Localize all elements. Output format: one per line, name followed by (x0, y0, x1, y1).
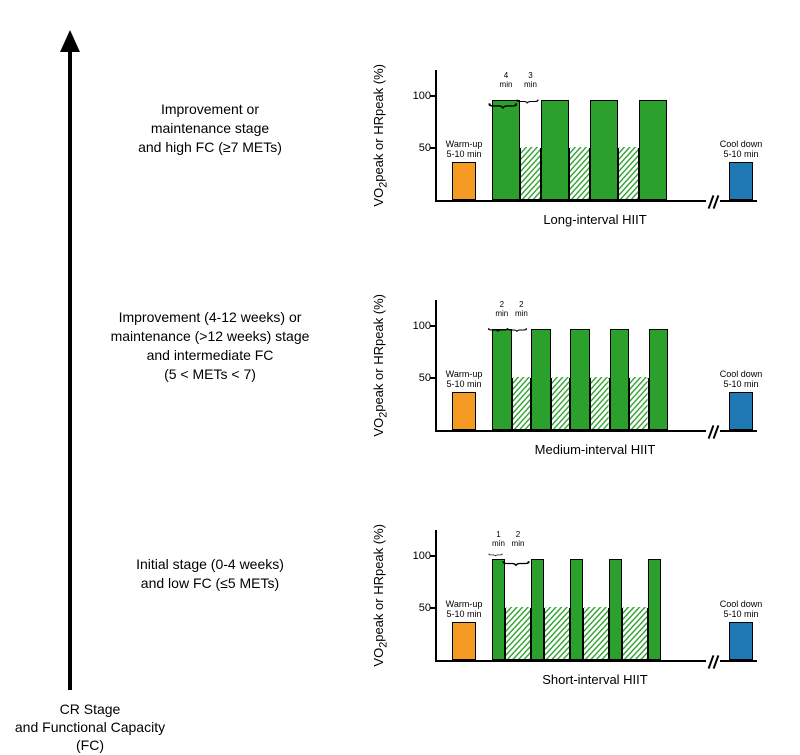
y-tick-label: 50 (403, 602, 431, 614)
arrow-caption-line2: and Functional Capacity (FC) (15, 719, 165, 753)
rest-interval-bar (569, 148, 590, 200)
x-axis-title: Medium-interval HIIT (435, 442, 755, 457)
y-axis-label: VO2peak or HRpeak (%) (370, 70, 390, 200)
work-interval-bar (541, 100, 569, 200)
y-tick-label: 100 (403, 90, 431, 102)
y-tick-label: 50 (403, 372, 431, 384)
work-interval-bar (610, 329, 630, 430)
brace-icon: } (515, 100, 542, 104)
rest-interval-bar (512, 378, 532, 430)
interval-duration-label: 1min (489, 531, 509, 548)
hiit-row: Initial stage (0-4 weeks)and low FC (≤5 … (0, 490, 800, 720)
axis-break-icon (708, 655, 720, 669)
work-interval-bar (649, 329, 669, 430)
rest-interval-bar (629, 378, 649, 430)
y-tick-label: 100 (403, 320, 431, 332)
work-interval-bar (492, 329, 512, 430)
interval-duration-label: 4min (496, 72, 516, 89)
work-interval-bar (531, 329, 551, 430)
hiit-chart: VO2peak or HRpeak (%)50100Warm-up5-10 mi… (375, 500, 775, 710)
cooldown-bar (729, 162, 753, 200)
brace-icon: } (487, 103, 523, 109)
x-axis-title: Short-interval HIIT (435, 672, 755, 687)
cooldown-label: Cool down5-10 min (716, 140, 766, 160)
y-tick-label: 50 (403, 142, 431, 154)
warmup-label: Warm-up5-10 min (439, 140, 489, 160)
work-interval-bar (639, 100, 667, 200)
y-axis-label: VO2peak or HRpeak (%) (370, 300, 390, 430)
hiit-chart: VO2peak or HRpeak (%)50100Warm-up5-10 mi… (375, 270, 775, 480)
rest-interval-bar (505, 608, 531, 660)
cooldown-bar (729, 392, 753, 430)
warmup-label: Warm-up5-10 min (439, 370, 489, 390)
cooldown-label: Cool down5-10 min (716, 370, 766, 390)
work-interval-bar (492, 100, 520, 200)
rest-interval-bar (583, 608, 609, 660)
rest-interval-bar (618, 148, 639, 200)
work-interval-bar (609, 559, 622, 660)
hiit-chart: VO2peak or HRpeak (%)50100Warm-up5-10 mi… (375, 40, 775, 250)
y-tick-label: 100 (403, 550, 431, 562)
work-interval-bar (648, 559, 661, 660)
x-axis-title: Long-interval HIIT (435, 212, 755, 227)
warmup-bar (452, 622, 476, 660)
work-interval-bar (590, 100, 618, 200)
warmup-bar (452, 162, 476, 200)
row-description: Initial stage (0-4 weeks)and low FC (≤5 … (95, 555, 325, 593)
rest-interval-bar (544, 608, 570, 660)
hiit-row: Improvement (4-12 weeks) ormaintenance (… (0, 260, 800, 490)
row-description: Improvement ormaintenance stageand high … (95, 100, 325, 157)
work-interval-bar (570, 559, 583, 660)
cooldown-label: Cool down5-10 min (716, 600, 766, 620)
work-interval-bar (492, 559, 505, 660)
work-interval-bar (570, 329, 590, 430)
plot-area: Warm-up5-10 min }2min}2minCool down5-10 … (435, 300, 757, 432)
rest-interval-bar (551, 378, 571, 430)
axis-break-icon (708, 425, 720, 439)
plot-area: Warm-up5-10 min }1min}2minCool down5-10 … (435, 530, 757, 662)
interval-duration-label: 3min (521, 72, 541, 89)
plot-area: Warm-up5-10 min }4min}3minCool down5-10 … (435, 70, 757, 202)
rest-interval-bar (622, 608, 648, 660)
hiit-row: Improvement ormaintenance stageand high … (0, 30, 800, 260)
y-axis-label: VO2peak or HRpeak (%) (370, 530, 390, 660)
axis-break-icon (708, 195, 720, 209)
warmup-label: Warm-up5-10 min (439, 600, 489, 620)
rest-interval-bar (590, 378, 610, 430)
work-interval-bar (531, 559, 544, 660)
row-description: Improvement (4-12 weeks) ormaintenance (… (95, 308, 325, 384)
cooldown-bar (729, 622, 753, 660)
warmup-bar (452, 392, 476, 430)
brace-icon: } (506, 328, 532, 332)
interval-duration-label: 2min (511, 301, 531, 318)
brace-icon: } (500, 561, 533, 566)
interval-duration-label: 2min (508, 531, 528, 548)
interval-duration-label: 2min (492, 301, 512, 318)
rest-interval-bar (520, 148, 541, 200)
brace-icon: } (487, 554, 503, 557)
